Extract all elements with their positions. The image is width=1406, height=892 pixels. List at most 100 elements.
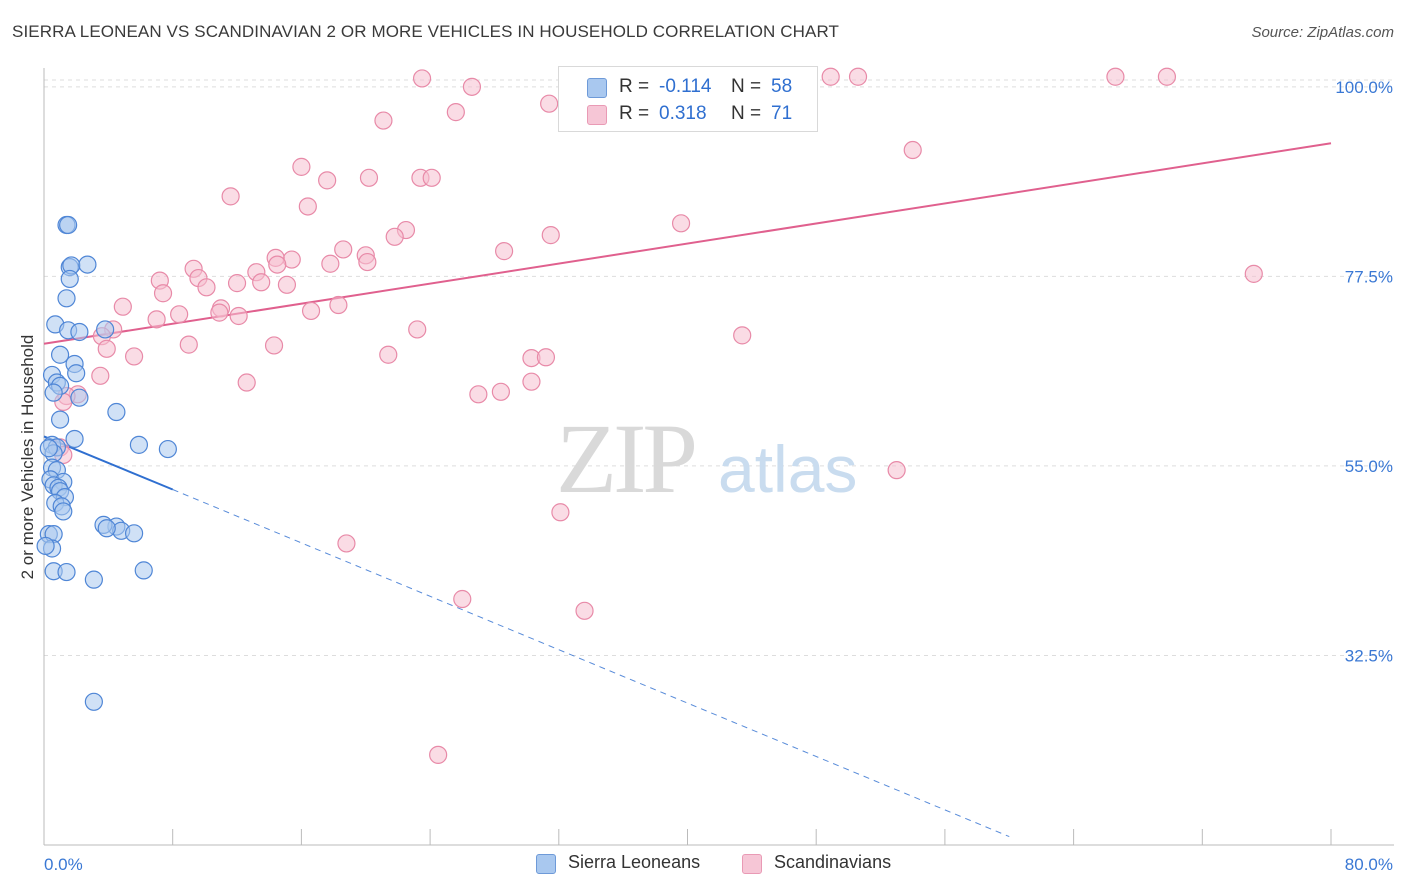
data-point-sierra-leonean <box>84 570 103 589</box>
data-point-sierra-leonean <box>107 402 126 422</box>
trend-dashed <box>172 489 1010 838</box>
data-point-scandinavian <box>277 275 297 294</box>
data-point-scandinavian <box>575 601 594 620</box>
data-point-scandinavian <box>264 336 284 355</box>
data-point-scandinavian <box>469 385 488 404</box>
r-value: 0.318 <box>659 103 707 124</box>
data-point-scandinavian <box>170 305 189 324</box>
y-tick-label: 77.5% <box>1345 267 1393 286</box>
n-value: 71 <box>771 103 793 124</box>
x-tick-label: 0.0% <box>44 855 83 874</box>
x-tick-label: 80.0% <box>1345 855 1393 874</box>
legend-label: Sierra Leoneans <box>568 852 701 872</box>
legend-row-scandinavians[interactable]: R = 0.318 N = 71 <box>559 101 817 127</box>
data-point-scandinavian <box>412 69 432 88</box>
watermark-atlas: atlas <box>718 432 857 506</box>
data-point-scandinavian <box>292 157 311 176</box>
data-point-scandinavian <box>462 77 482 96</box>
data-point-scandinavian <box>229 306 248 326</box>
data-point-scandinavian <box>358 252 377 272</box>
series-sierra-leoneans-points <box>36 215 177 711</box>
data-point-scandinavian <box>1106 67 1125 86</box>
data-point-scandinavian <box>337 534 356 553</box>
data-point-sierra-leonean <box>57 289 76 308</box>
data-point-scandinavian <box>91 366 110 385</box>
data-point-scandinavian <box>329 295 348 315</box>
axes <box>43 68 1394 846</box>
data-point-sierra-leonean <box>67 364 86 383</box>
data-point-scandinavian <box>221 187 240 206</box>
data-point-sierra-leonean <box>65 429 84 449</box>
data-point-scandinavian <box>495 242 514 261</box>
data-point-scandinavian <box>733 326 752 345</box>
y-tick-label: 32.5% <box>1345 646 1393 665</box>
watermark: ZIP atlas <box>556 403 857 514</box>
data-point-sierra-leonean <box>124 524 144 543</box>
data-point-sierra-leonean <box>50 410 70 429</box>
data-point-scandinavian <box>541 226 560 245</box>
data-point-scandinavian <box>671 214 691 233</box>
data-point-scandinavian <box>408 320 427 339</box>
data-point-scandinavian <box>522 372 541 391</box>
r-value: -0.114 <box>659 76 712 97</box>
tick-labels: 32.5% 55.0% 77.5% 100.0% 0.0% 80.0% <box>44 78 1393 874</box>
data-point-scandinavian <box>1157 67 1177 86</box>
data-point-sierra-leonean <box>129 435 149 454</box>
data-point-sierra-leonean <box>97 519 116 538</box>
data-point-sierra-leonean <box>57 562 76 582</box>
data-point-scandinavian <box>422 168 441 187</box>
data-point-scandinavian <box>298 197 317 216</box>
grid-lines <box>44 79 1394 656</box>
data-point-sierra-leonean <box>84 692 103 711</box>
data-point-sierra-leonean <box>70 388 89 407</box>
data-point-scandinavian <box>113 297 132 316</box>
data-point-scandinavian <box>385 227 404 246</box>
data-point-scandinavian <box>147 310 166 329</box>
data-point-scandinavian <box>491 382 510 401</box>
y-tick-label: 55.0% <box>1345 457 1393 476</box>
trend-line-sierra-leoneans <box>43 435 1010 838</box>
data-point-scandinavian <box>1244 264 1263 283</box>
data-point-scandinavian <box>551 503 570 522</box>
data-point-scandinavian <box>848 67 868 86</box>
source-label: Source: ZipAtlas.com <box>1251 24 1394 41</box>
data-point-scandinavian <box>887 461 906 480</box>
data-point-scandinavian <box>536 348 556 367</box>
data-point-scandinavian <box>821 67 840 86</box>
data-point-scandinavian <box>429 745 448 764</box>
n-label: N = <box>731 103 762 124</box>
data-point-scandinavian <box>318 171 337 190</box>
data-point-sierra-leonean <box>134 561 153 580</box>
data-point-scandinavian <box>301 301 321 321</box>
trend-line-scandinavians <box>43 142 1332 345</box>
data-point-scandinavian <box>124 347 144 366</box>
chart-title: SIERRA LEONEAN VS SCANDINAVIAN 2 OR MORE… <box>12 22 840 41</box>
data-point-sierra-leonean <box>70 322 89 342</box>
data-point-sierra-leonean <box>44 383 63 402</box>
legend-swatch-pink <box>587 105 607 125</box>
data-point-scandinavian <box>210 303 229 322</box>
data-point-scandinavian <box>237 373 256 392</box>
data-point-scandinavian <box>227 274 247 293</box>
r-label: R = <box>619 76 650 97</box>
data-point-scandinavian <box>453 589 472 609</box>
data-point-sierra-leonean <box>36 536 55 556</box>
legend-row-sierra-leoneans[interactable]: R = -0.114 N = 58 <box>559 74 817 100</box>
data-point-scandinavian <box>334 240 353 259</box>
data-point-scandinavian <box>374 111 393 130</box>
legend-correlation: R = -0.114 N = 58 R = 0.318 N = 71 <box>558 66 818 132</box>
r-label: R = <box>619 103 650 124</box>
watermark-zip: ZIP <box>556 403 694 514</box>
data-point-sierra-leonean <box>50 345 70 364</box>
legend-swatch-pink <box>742 854 762 874</box>
data-point-scandinavian <box>97 339 116 358</box>
data-point-scandinavian <box>179 335 198 354</box>
n-value: 58 <box>771 76 793 97</box>
legend-label: Scandinavians <box>774 852 892 872</box>
legend-swatch-blue <box>587 78 607 98</box>
data-point-sierra-leonean <box>158 439 177 459</box>
y-tick-label: 100.0% <box>1335 78 1393 97</box>
data-point-scandinavian <box>359 168 379 187</box>
data-point-scandinavian <box>903 140 922 160</box>
